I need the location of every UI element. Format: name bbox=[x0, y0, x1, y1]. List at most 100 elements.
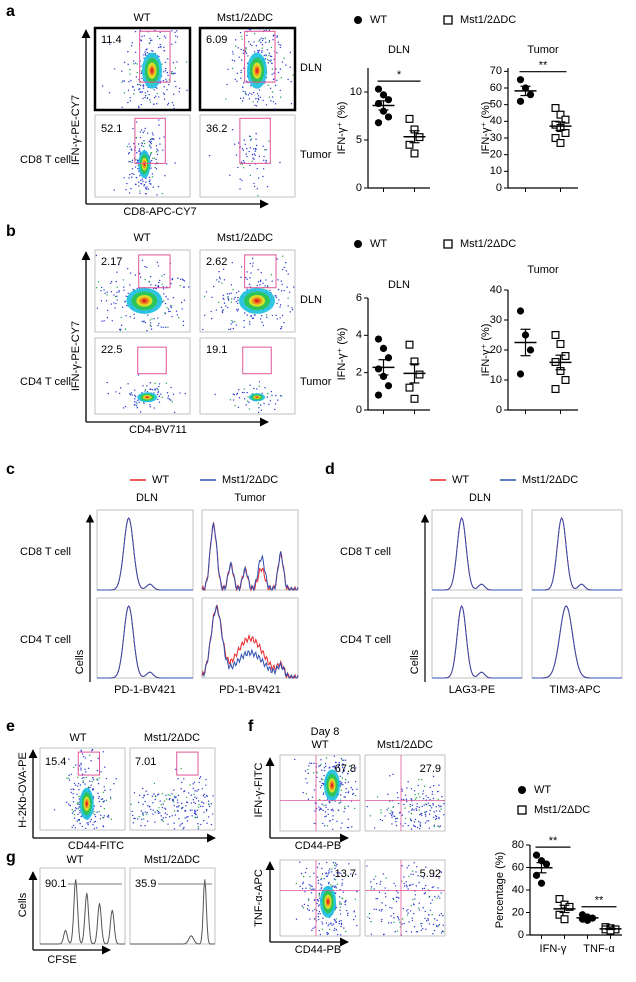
event-dot bbox=[251, 153, 254, 156]
event-dot bbox=[180, 278, 182, 280]
event-dot bbox=[418, 909, 421, 911]
y-axis-label: IFN-γ⁺ (%) bbox=[336, 328, 348, 381]
event-dot bbox=[304, 871, 307, 874]
event-dot bbox=[197, 826, 199, 828]
event-dot bbox=[270, 100, 272, 102]
event-dot bbox=[269, 55, 272, 57]
event-dot bbox=[420, 929, 422, 931]
event-dot bbox=[155, 95, 157, 97]
legend-label: Mst1/2ΔDC bbox=[460, 14, 516, 26]
event-dot bbox=[243, 167, 245, 169]
event-dot bbox=[172, 104, 175, 106]
event-dot bbox=[161, 63, 163, 65]
event-dot bbox=[211, 296, 213, 299]
data-point bbox=[379, 344, 388, 352]
event-dot bbox=[225, 305, 227, 307]
event-dot bbox=[190, 802, 193, 804]
event-dot bbox=[313, 918, 316, 920]
event-dot bbox=[425, 866, 427, 868]
event-dot bbox=[193, 812, 196, 814]
event-dot bbox=[68, 803, 70, 805]
event-dot bbox=[146, 51, 148, 54]
event-dot bbox=[145, 54, 147, 57]
event-dot bbox=[381, 918, 383, 921]
event-dot bbox=[403, 803, 405, 806]
axis-label: IFN-γ-PE-CY7 bbox=[70, 95, 82, 165]
data-point bbox=[374, 391, 383, 399]
event-dot bbox=[373, 908, 375, 910]
event-dot bbox=[171, 278, 174, 280]
event-dot bbox=[244, 143, 247, 146]
event-dot bbox=[414, 898, 416, 900]
event-dot bbox=[250, 272, 252, 274]
event-dot bbox=[165, 78, 167, 81]
event-dot bbox=[423, 877, 425, 879]
event-dot bbox=[398, 897, 400, 899]
event-dot bbox=[231, 321, 234, 323]
event-dot bbox=[168, 798, 171, 801]
event-dot bbox=[274, 84, 277, 87]
event-dot bbox=[301, 887, 304, 890]
event-dot bbox=[283, 321, 285, 324]
event-dot bbox=[256, 388, 258, 390]
event-dot bbox=[113, 294, 115, 296]
gate-value: 15.4 bbox=[45, 756, 66, 768]
event-dot bbox=[325, 804, 327, 806]
event-dot bbox=[130, 803, 132, 806]
event-dot bbox=[256, 285, 259, 287]
event-dot bbox=[100, 300, 103, 302]
event-dot bbox=[141, 35, 143, 38]
event-dot bbox=[316, 772, 318, 774]
event-dot bbox=[168, 815, 171, 818]
event-dot bbox=[308, 884, 310, 886]
event-dot bbox=[274, 408, 276, 411]
event-dot bbox=[92, 788, 94, 790]
event-dot bbox=[406, 800, 408, 803]
event-dot bbox=[258, 28, 261, 30]
event-dot bbox=[124, 300, 126, 302]
y-tick-label: 0 bbox=[496, 182, 502, 194]
event-dot bbox=[332, 815, 334, 817]
event-dot bbox=[176, 799, 179, 801]
event-dot bbox=[133, 389, 136, 391]
event-dot bbox=[427, 918, 429, 920]
event-dot bbox=[437, 925, 440, 927]
event-dot bbox=[318, 765, 320, 767]
event-dot bbox=[344, 807, 346, 810]
event-dot bbox=[405, 884, 408, 886]
event-dot bbox=[370, 933, 373, 936]
event-dot bbox=[393, 917, 395, 919]
event-dot bbox=[432, 775, 435, 778]
event-dot bbox=[65, 801, 68, 803]
event-dot bbox=[104, 789, 106, 792]
event-dot bbox=[281, 61, 284, 63]
event-dot bbox=[389, 906, 391, 909]
event-dot bbox=[250, 314, 252, 317]
event-dot bbox=[230, 301, 232, 303]
event-dot bbox=[428, 820, 430, 822]
event-dot bbox=[118, 291, 120, 293]
event-dot bbox=[74, 807, 77, 809]
event-dot bbox=[159, 43, 161, 46]
event-dot bbox=[202, 819, 205, 822]
event-dot bbox=[81, 825, 84, 828]
event-dot bbox=[163, 50, 165, 52]
event-dot bbox=[289, 66, 291, 68]
event-dot bbox=[319, 933, 322, 936]
event-dot bbox=[323, 769, 326, 772]
event-dot bbox=[162, 817, 164, 819]
event-dot bbox=[292, 74, 294, 76]
event-dot bbox=[148, 806, 151, 808]
legend-label: Mst1/2ΔDC bbox=[534, 804, 590, 816]
event-dot bbox=[210, 310, 212, 313]
event-dot bbox=[234, 405, 236, 407]
event-dot bbox=[191, 809, 193, 811]
event-dot bbox=[117, 263, 120, 266]
event-dot bbox=[346, 909, 348, 912]
event-dot bbox=[202, 328, 204, 331]
event-dot bbox=[341, 782, 343, 784]
event-dot bbox=[328, 923, 330, 925]
event-dot bbox=[227, 68, 229, 70]
event-dot bbox=[133, 792, 136, 794]
event-dot bbox=[171, 72, 173, 74]
